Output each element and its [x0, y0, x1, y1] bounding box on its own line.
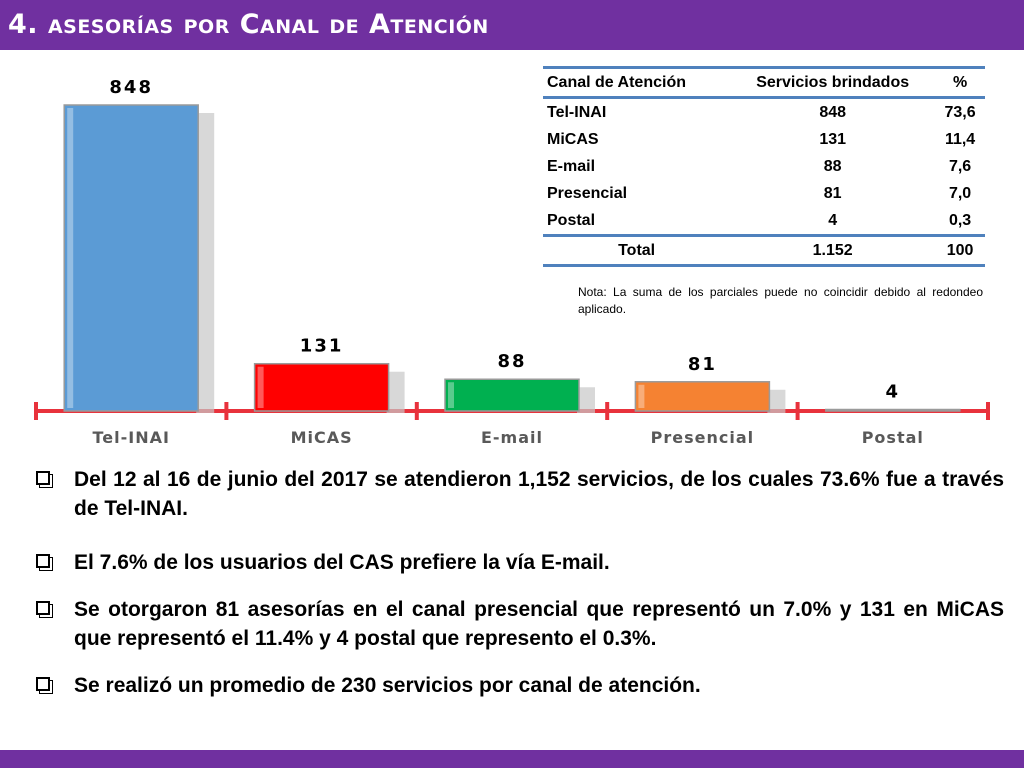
bar-shadow	[767, 389, 786, 413]
bar-chart: 848 Tel-INAI 131 MiCAS 88 E-mail 81 Presencial 4…	[34, 77, 990, 447]
bullet-item: Del 12 al 16 de junio del 2017 se atendi…	[30, 465, 1004, 523]
table-cell: 73,6	[944, 103, 976, 121]
bullet-text: Se realizó un promedio de 230 servicios …	[74, 674, 701, 697]
data-label: 88	[497, 351, 526, 372]
checkbox-bullet-icon	[36, 554, 50, 568]
bullet-text: Se otorgaron 81 asesorías en el canal pr…	[74, 598, 1004, 650]
table-cell: 11,4	[944, 130, 976, 148]
table-total-row: Total 1.152 100	[543, 235, 985, 266]
table-row: Tel-INAI 848 73,6	[543, 98, 985, 127]
bar-shadow	[577, 387, 595, 413]
category-label: Postal	[862, 428, 924, 447]
checkbox-bullet-icon	[36, 601, 50, 615]
bar-highlight	[257, 366, 264, 408]
bar	[253, 362, 390, 412]
table-cell: Total	[618, 241, 656, 259]
table-header: %	[952, 73, 968, 91]
table-cell: 0,3	[948, 211, 972, 229]
footer-bar	[0, 750, 1024, 768]
bar-shadow	[196, 113, 215, 413]
services-table: Canal de Atención Servicios brindados % …	[543, 66, 985, 267]
table-row: MiCAS 131 11,4	[543, 126, 985, 153]
table-cell: 81	[823, 184, 842, 202]
table-cell: 7,0	[948, 184, 972, 202]
data-label: 4	[886, 382, 901, 403]
table-row: Postal 4 0,3	[543, 207, 985, 236]
table-row: E-mail 88 7,6	[543, 153, 985, 180]
bar-highlight	[67, 108, 74, 408]
table-header: Canal de Atención	[547, 73, 686, 91]
title-bar: 4. asesorías por Canal de Atención	[0, 0, 1024, 50]
data-label: 131	[300, 336, 344, 357]
checkbox-bullet-icon	[36, 471, 50, 485]
table-cell: E-mail	[547, 157, 596, 175]
bullet-item: Se otorgaron 81 asesorías en el canal pr…	[30, 595, 1004, 653]
category-label: Presencial	[651, 428, 754, 447]
bullet-list: Del 12 al 16 de junio del 2017 se atendi…	[30, 465, 1004, 718]
table-row: Presencial 81 7,0	[543, 180, 985, 207]
data-label: 848	[109, 77, 153, 98]
bullet-text: Del 12 al 16 de junio del 2017 se atendi…	[74, 468, 1004, 520]
table-cell: 88	[823, 157, 842, 175]
table-cell: 1.152	[812, 241, 853, 259]
table-cell: 100	[946, 241, 974, 259]
bar-highlight	[638, 384, 645, 408]
table-note: Nota: La suma de los parciales puede no …	[578, 285, 983, 316]
bullet-text: El 7.6% de los usuarios del CAS prefiere…	[74, 551, 610, 574]
table-cell: 4	[828, 211, 838, 229]
bar	[634, 381, 771, 412]
table-header: Servicios brindados	[756, 73, 910, 91]
table-cell: 131	[819, 130, 847, 148]
table-cell: MiCAS	[547, 130, 599, 148]
category-label: MiCAS	[291, 428, 353, 447]
bullet-item: Se realizó un promedio de 230 servicios …	[30, 671, 1004, 700]
table-cell: 7,6	[948, 157, 972, 175]
table-cell: Tel-INAI	[547, 103, 607, 121]
bar	[444, 378, 580, 412]
checkbox-bullet-icon	[36, 677, 50, 691]
category-label: E-mail	[481, 428, 543, 447]
bar	[63, 104, 199, 412]
slide-title: 4. asesorías por Canal de Atención	[8, 9, 489, 40]
bullet-item: El 7.6% de los usuarios del CAS prefiere…	[30, 548, 1004, 577]
bar-highlight	[448, 382, 454, 408]
bar	[825, 408, 961, 412]
bar-shadow	[386, 371, 405, 413]
table-cell: Postal	[547, 211, 596, 229]
data-label: 81	[688, 354, 717, 375]
table-cell: Presencial	[547, 184, 628, 202]
table-header-row: Canal de Atención Servicios brindados %	[543, 67, 985, 98]
table-cell: 848	[819, 103, 847, 121]
category-label: Tel-INAI	[92, 428, 169, 447]
